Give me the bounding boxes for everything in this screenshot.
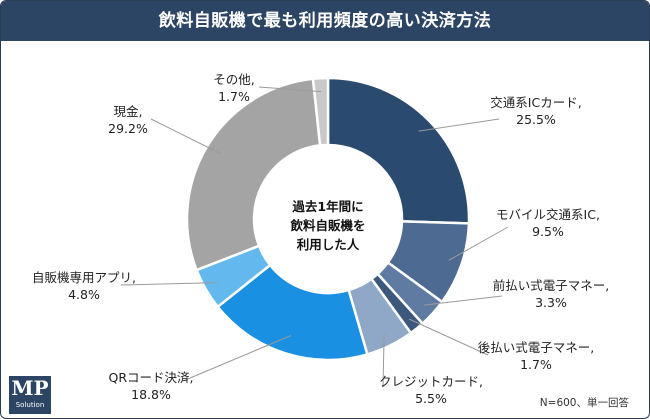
slice-label-3: 前払い式電子マネー, 3.3% [491, 277, 611, 311]
leader-line-7 [120, 282, 218, 286]
slice-value-label: 4.8% [68, 287, 100, 302]
slice-label-2: モバイル交通系IC, 9.5% [493, 206, 603, 240]
slice-label-9: その他, 1.7% [204, 71, 264, 105]
center-label-line-1: 過去1年間に [292, 199, 364, 214]
center-label: 過去1年間に 飲料自販機を 利用した人 [275, 197, 381, 254]
slice-category-label: クレジットカード, [379, 374, 483, 389]
leader-line-5 [382, 333, 385, 388]
logo-mark: MP [11, 376, 49, 400]
slice-label-7: 自販機専用アプリ, 4.8% [19, 269, 149, 303]
slice-value-label: 9.5% [532, 224, 564, 239]
center-label-line-2: 飲料自販機を [290, 218, 366, 233]
sample-note: N=600、単一回答 [539, 397, 629, 409]
slice-label-8: 現金, 29.2% [93, 103, 163, 137]
slice-1 [326, 76, 471, 225]
slice-value-label: 1.7% [520, 357, 552, 372]
mp-solution-logo: MP Solution [9, 376, 51, 414]
leader-line-9 [258, 86, 322, 93]
slice-category-label: モバイル交通系IC, [496, 207, 600, 222]
slice-value-label: 1.7% [218, 89, 250, 104]
slice-category-label: QRコード決済, [108, 370, 194, 385]
slice-value-label: 3.3% [535, 295, 567, 310]
slice-value-label: 5.5% [415, 391, 447, 406]
slice-category-label: 交通系ICカード, [490, 95, 582, 110]
slice-label-4: 後払い式電子マネー, 1.7% [471, 339, 601, 373]
leader-line-1 [418, 118, 500, 132]
chart-title: 飲料自販機で最も利用頻度の高い決済方法 [1, 1, 649, 41]
slice-category-label: 前払い式電子マネー, [492, 278, 610, 293]
center-label-line-3: 利用した人 [296, 237, 360, 252]
slice-value-label: 29.2% [108, 121, 148, 136]
slice-label-6: QRコード決済, 18.8% [101, 369, 201, 403]
slice-9 [311, 76, 330, 147]
slice-category-label: その他, [213, 72, 255, 87]
leader-line-8 [150, 118, 221, 154]
slice-value-label: 25.5% [516, 112, 556, 127]
slice-category-label: 後払い式電子マネー, [477, 340, 595, 355]
slice-label-1: 交通系ICカード, 25.5% [481, 94, 591, 128]
slice-value-label: 18.8% [131, 387, 171, 402]
leader-line-4 [409, 318, 489, 356]
slice-category-label: 現金, [113, 104, 143, 119]
leader-line-3 [423, 295, 503, 306]
leader-line-6 [182, 335, 292, 382]
slice-8 [185, 77, 322, 272]
slice-label-5: クレジットカード, 5.5% [376, 373, 486, 407]
logo-sub: Solution [15, 401, 45, 409]
slice-category-label: 自販機専用アプリ, [32, 270, 136, 285]
leader-line-2 [448, 226, 509, 261]
